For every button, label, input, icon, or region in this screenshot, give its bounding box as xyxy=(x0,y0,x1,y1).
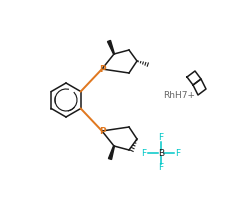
Polygon shape xyxy=(108,40,114,54)
Text: F: F xyxy=(158,164,164,172)
Text: F: F xyxy=(175,148,180,158)
Polygon shape xyxy=(108,146,114,159)
Text: F: F xyxy=(141,148,147,158)
Text: P: P xyxy=(99,127,105,136)
Text: F: F xyxy=(158,134,164,142)
Text: B: B xyxy=(158,148,164,158)
Text: P: P xyxy=(99,64,105,73)
Text: RhH7+: RhH7+ xyxy=(163,90,195,99)
